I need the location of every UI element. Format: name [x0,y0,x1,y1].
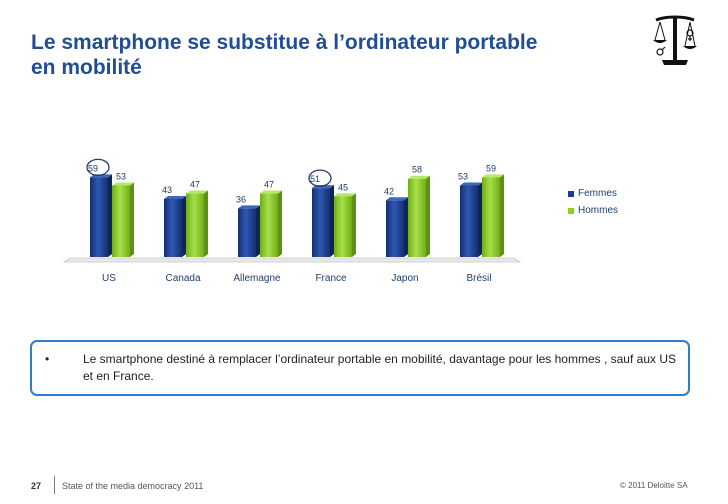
data-label-hommes-japon: 58 [412,165,422,175]
slide-title: Le smartphone se substitue à l’ordinateu… [31,30,611,80]
bar-hommes-allemagne [260,193,278,257]
bar-side-femmes-brésil [478,182,482,257]
x-tick-label-allemagne: Allemagne [233,273,281,284]
bar-femmes-canada [164,198,182,257]
data-label-hommes-us: 53 [116,171,126,181]
bar-top-hommes-brésil [482,174,504,178]
bar-hommes-brésil [482,177,500,257]
bar-side-hommes-allemagne [278,190,282,257]
data-label-femmes-france: 51 [310,174,320,184]
bar-side-hommes-brésil [500,174,504,257]
bar-top-femmes-brésil [460,182,482,186]
bar-top-hommes-canada [186,190,208,194]
bar-side-hommes-canada [204,190,208,257]
x-tick-label-japon: Japon [391,273,418,284]
bar-top-femmes-allemagne [238,205,260,209]
legend-swatch-femmes [568,190,574,197]
legend-swatch-hommes [568,207,574,214]
page-number: 27 [31,481,42,491]
legend-item-femmes: Femmes [568,185,618,202]
bar-side-hommes-japon [426,175,430,257]
bar-top-femmes-canada [164,195,186,199]
title-line-2: en mobilité [31,56,142,79]
footer-copyright: © 2011 Deloitte SA [620,481,688,490]
bar-top-hommes-us [112,182,134,186]
highlight-circle-us [86,158,110,177]
chart-legend: Femmes Hommes [568,185,618,219]
callout-box: • Le smartphone destiné à remplacer l’or… [30,340,690,396]
bar-top-hommes-japon [408,175,430,179]
bar-femmes-brésil [460,185,478,257]
bar-side-femmes-japon [404,197,408,257]
legend-label-femmes: Femmes [578,188,617,199]
highlight-circle-france [308,169,332,187]
data-label-femmes-brésil: 53 [458,171,468,181]
legend-item-hommes: Hommes [568,202,618,219]
data-label-hommes-brésil: 59 [486,163,496,173]
bar-side-femmes-us [108,174,112,257]
bar-femmes-us [90,177,108,257]
data-label-femmes-canada: 43 [162,185,172,195]
bar-femmes-france [312,188,330,257]
data-label-hommes-canada: 47 [190,180,200,190]
bar-hommes-france [334,196,352,257]
title-line-1: Le smartphone se substitue à l’ordinateu… [31,31,538,54]
bullet-symbol: • [45,352,50,366]
bar-chart: 59 53 US 43 47 Canada 36 47 Allemagne 51 45 France 4… [62,158,522,284]
bar-side-hommes-us [130,182,134,257]
callout-text: Le smartphone destiné à remplacer l’ordi… [83,352,676,383]
bar-femmes-allemagne [238,208,256,257]
data-label-femmes-us: 59 [88,163,98,173]
data-label-hommes-france: 45 [338,182,348,192]
x-tick-label-us: US [102,273,116,284]
bar-top-hommes-france [334,193,356,197]
bar-hommes-us [112,185,130,257]
bar-hommes-japon [408,178,426,257]
bar-femmes-japon [386,200,404,257]
bar-top-hommes-allemagne [260,190,282,194]
bar-hommes-canada [186,193,204,257]
x-tick-label-brésil: Brésil [466,273,491,284]
bar-side-femmes-canada [182,195,186,257]
balance-scale-gender-icon [653,15,697,65]
data-label-femmes-japon: 42 [384,186,394,196]
bar-side-femmes-france [330,185,334,257]
x-tick-label-canada: Canada [165,273,200,284]
footer-report-title: State of the media democracy 2011 [62,481,204,491]
bar-side-hommes-france [352,193,356,257]
legend-label-hommes: Hommes [578,205,619,216]
bar-side-femmes-allemagne [256,205,260,257]
data-label-femmes-allemagne: 36 [236,194,246,204]
data-label-hommes-allemagne: 47 [264,180,274,190]
chart-floor [62,257,522,263]
x-tick-label-france: France [315,273,347,284]
bar-top-femmes-japon [386,197,408,201]
footer-divider [54,476,55,494]
